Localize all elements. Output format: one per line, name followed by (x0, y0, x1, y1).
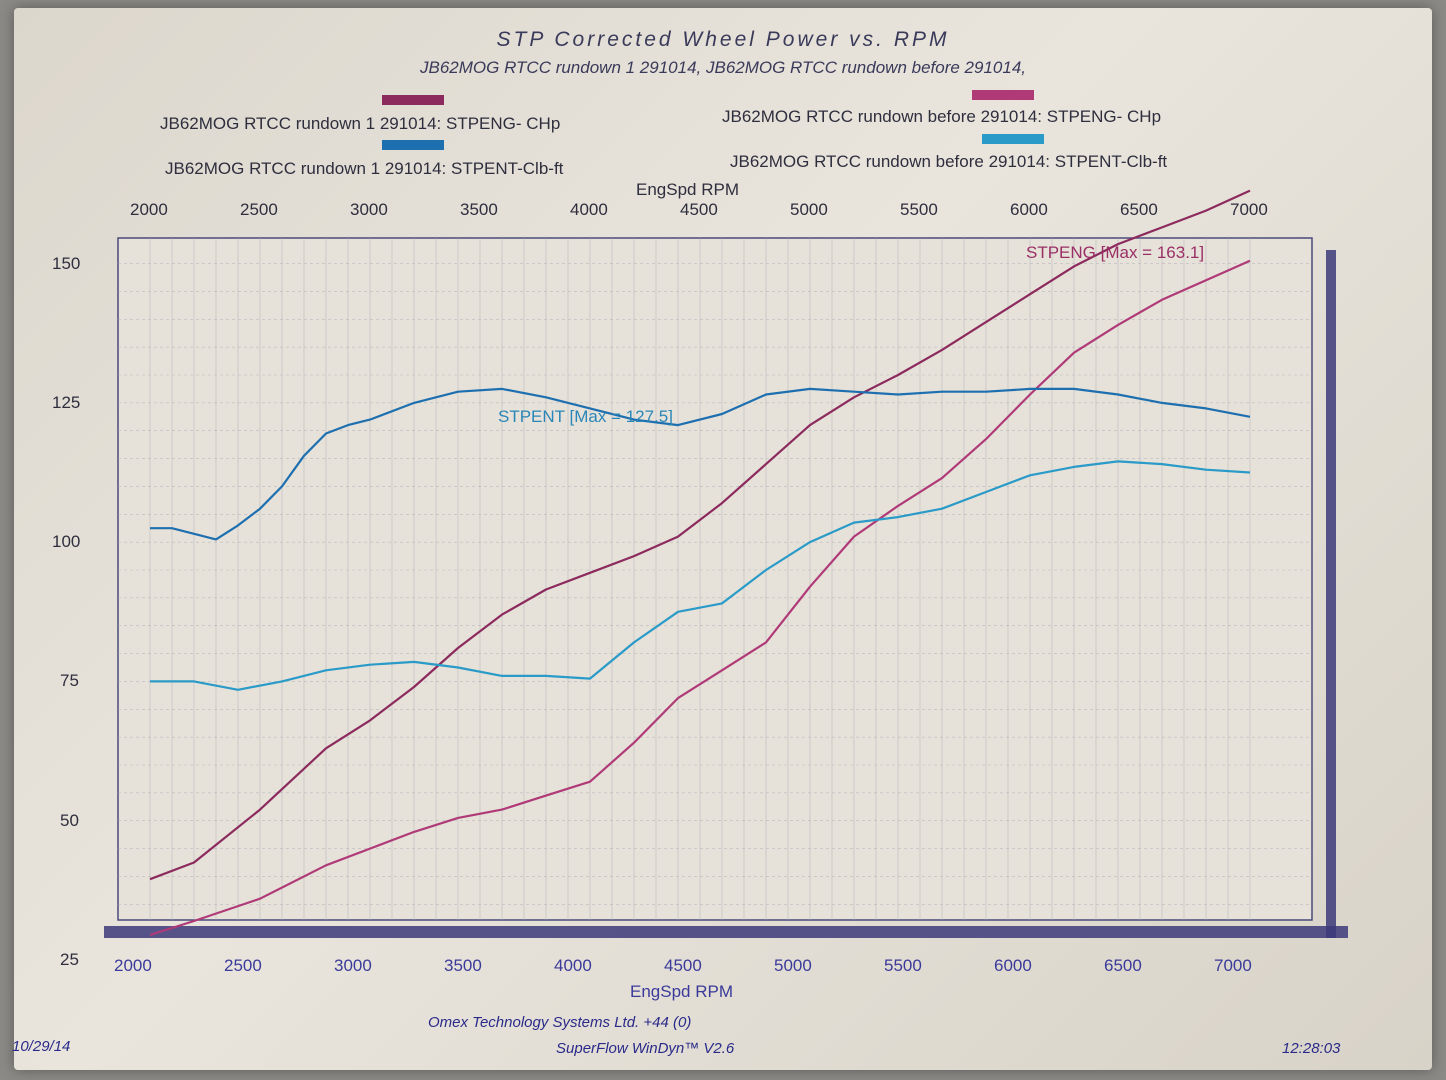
x-tick-label-top: 4500 (680, 200, 718, 219)
x-tick-label-bottom: 2000 (114, 956, 152, 975)
x-tick-label-bottom: 5000 (774, 956, 812, 975)
x-axis-title-top: EngSpd RPM (636, 180, 739, 199)
legend-swatch-rundown1-torque (382, 140, 444, 150)
x-tick-label-bottom: 6000 (994, 956, 1032, 975)
x-tick-label-bottom: 5500 (884, 956, 922, 975)
x-tick-label-bottom: 3000 (334, 956, 372, 975)
x-tick-label-top: 2000 (130, 200, 168, 219)
x-tick-label-bottom: 4500 (664, 956, 702, 975)
y-tick-label: 75 (60, 671, 79, 691)
plot-frame-bottom-bar (104, 926, 1348, 938)
x-tick-label-top: 3000 (350, 200, 388, 219)
x-tick-label-top: 3500 (460, 200, 498, 219)
y-tick-label: 50 (60, 810, 79, 830)
x-tick-label-bottom: 4000 (554, 956, 592, 975)
series-line-2 (149, 259, 1251, 936)
legend-swatch-before-power (972, 90, 1034, 100)
x-tick-label-top: 2500 (240, 200, 278, 219)
footer-time: 12:28:03 (1282, 1040, 1341, 1057)
x-tick-label-top: 6500 (1120, 200, 1158, 219)
y-tick-label: 150 (52, 253, 81, 273)
annotation-max-torque: STPENT [Max = 127.5] (498, 407, 673, 426)
x-tick-label-bottom: 7000 (1214, 956, 1252, 975)
x-tick-label-top: 5000 (790, 200, 828, 219)
footer-company: Omex Technology Systems Ltd. +44 (0) (428, 1014, 692, 1031)
chart-title: STP Corrected Wheel Power vs. RPM (496, 28, 950, 51)
x-tick-label-top: 5500 (900, 200, 938, 219)
x-tick-label-bottom: 2500 (224, 956, 262, 975)
y-tick-label: 25 (60, 950, 79, 969)
legend-label-rundown1-power: JB62MOG RTCC rundown 1 291014: STPENG- C… (160, 114, 561, 133)
x-tick-label-top: 6000 (1010, 200, 1048, 219)
x-tick-label-bottom: 6500 (1104, 956, 1142, 975)
series-line-1 (149, 189, 1251, 881)
legend-swatch-before-torque (982, 134, 1044, 144)
series-line-4 (150, 460, 1251, 691)
x-tick-label-bottom: 3500 (444, 956, 482, 975)
annotation-max-power: STPENG [Max = 163.1] (1026, 243, 1204, 262)
footer-software: SuperFlow WinDyn™ V2.6 (556, 1040, 735, 1057)
y-tick-label: 100 (52, 532, 81, 552)
chart-subtitle: JB62MOG RTCC rundown 1 291014, JB62MOG R… (419, 58, 1026, 77)
x-axis-title-bottom: EngSpd RPM (630, 982, 733, 1001)
legend-label-before-torque: JB62MOG RTCC rundown before 291014: STPE… (730, 152, 1168, 171)
plot-area (117, 237, 1313, 921)
x-tick-label-top: 4000 (570, 200, 608, 219)
footer-date: 10/29/14 (12, 1038, 71, 1055)
legend-label-before-power: JB62MOG RTCC rundown before 291014: STPE… (722, 107, 1162, 126)
x-tick-label-top: 7000 (1230, 200, 1268, 219)
plot-frame-right-bar (1326, 250, 1336, 938)
legend-swatch-rundown1-power (382, 95, 444, 105)
legend-label-rundown1-torque: JB62MOG RTCC rundown 1 291014: STPENT-Cl… (165, 159, 564, 178)
series-line-3 (150, 387, 1251, 541)
y-tick-label: 125 (52, 392, 81, 412)
